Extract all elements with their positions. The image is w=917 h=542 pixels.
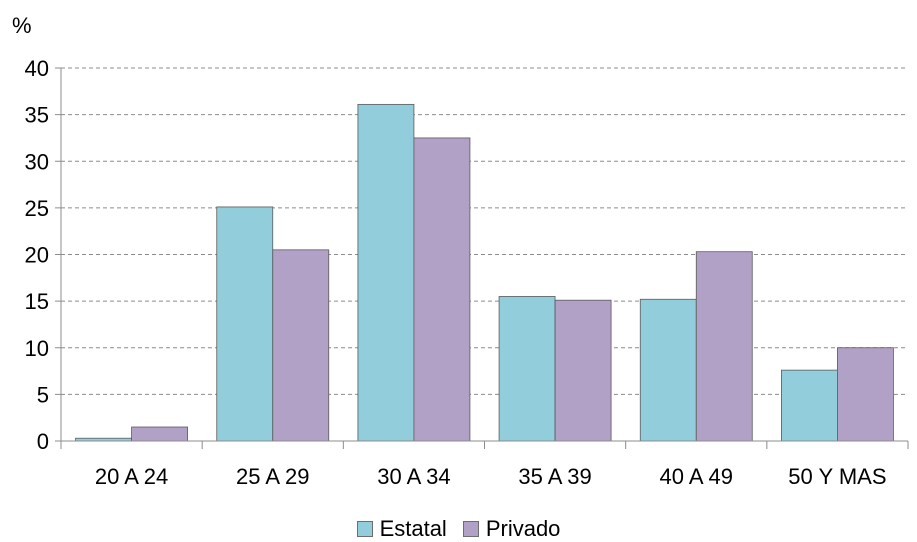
y-tick-label: 15 (25, 289, 49, 314)
bar-privado-0 (131, 426, 188, 442)
bar-privado-3 (554, 299, 612, 442)
legend: Estatal Privado (0, 516, 917, 542)
x-tick-label: 25 A 29 (236, 464, 309, 489)
y-tick-labels: 0 5 10 15 20 25 30 35 40 (25, 56, 49, 454)
x-tick-label: 40 A 49 (660, 464, 733, 489)
legend-label: Privado (485, 516, 561, 541)
y-tick-label: 5 (37, 382, 49, 407)
legend-label: Estatal (379, 516, 447, 541)
bar-estatal-3 (498, 296, 556, 442)
y-tick-label: 35 (25, 103, 49, 128)
legend-item-privado: Privado (462, 516, 561, 542)
y-tick-label: 0 (37, 429, 49, 454)
axes (55, 67, 909, 449)
legend-swatch (462, 521, 479, 537)
y-axis-label: % (12, 13, 32, 38)
bar-chart: % 0 5 10 15 20 25 30 35 40 20 A 24 25 A 29 30 A 34… (12, 13, 909, 489)
bar-privado-2 (413, 137, 471, 442)
y-tick-label: 10 (25, 336, 49, 361)
bar-estatal-1 (216, 206, 274, 442)
bars (75, 103, 894, 442)
x-tick-labels: 20 A 24 25 A 29 30 A 34 35 A 39 40 A 49 50 Y … (95, 464, 887, 489)
gridlines (61, 67, 908, 395)
y-tick-label: 40 (25, 56, 49, 81)
legend-swatch (356, 521, 373, 537)
y-tick-label: 30 (25, 149, 49, 174)
bar-privado-4 (695, 251, 753, 442)
y-tick-label: 25 (25, 196, 49, 221)
bar-estatal-5 (781, 369, 838, 442)
x-tick-label: 50 Y MAS (788, 464, 886, 489)
bar-estatal-4 (639, 298, 697, 442)
x-tick-label: 20 A 24 (95, 464, 168, 489)
bar-privado-1 (272, 249, 330, 442)
x-tick-label: 30 A 34 (377, 464, 450, 489)
y-tick-label: 20 (25, 243, 49, 268)
bar-privado-5 (837, 347, 894, 442)
x-tick-label: 35 A 39 (518, 464, 591, 489)
bar-estatal-2 (357, 103, 415, 442)
legend-item-estatal: Estatal (356, 516, 447, 542)
